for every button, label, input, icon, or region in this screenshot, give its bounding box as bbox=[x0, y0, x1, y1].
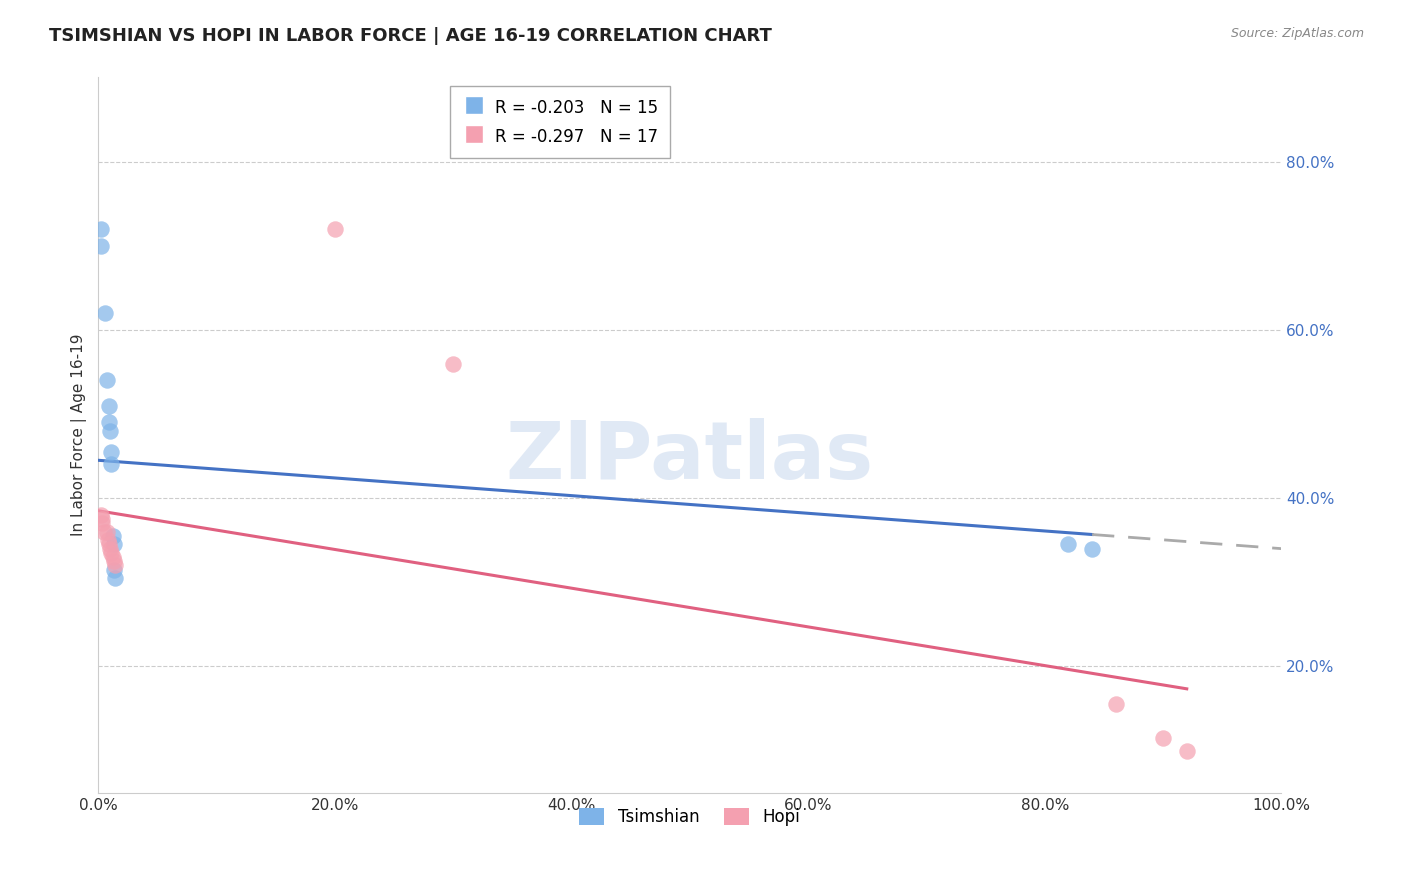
Point bbox=[441, 357, 464, 371]
Point bbox=[101, 529, 124, 543]
Point bbox=[1152, 731, 1174, 745]
Point bbox=[98, 416, 121, 430]
Point bbox=[103, 554, 125, 568]
Point bbox=[104, 571, 127, 585]
Point bbox=[1175, 743, 1198, 757]
Point bbox=[96, 524, 118, 539]
Point bbox=[90, 222, 112, 236]
Text: Source: ZipAtlas.com: Source: ZipAtlas.com bbox=[1230, 27, 1364, 40]
Point bbox=[103, 537, 125, 551]
Point bbox=[1057, 537, 1080, 551]
Point bbox=[98, 399, 121, 413]
Point bbox=[98, 424, 121, 438]
Point bbox=[94, 306, 117, 320]
Point bbox=[101, 550, 124, 565]
Point bbox=[90, 238, 112, 252]
Point bbox=[323, 222, 346, 236]
Point bbox=[90, 512, 112, 526]
Point bbox=[1105, 698, 1128, 712]
Point bbox=[1081, 541, 1104, 556]
Point bbox=[90, 508, 112, 522]
Point bbox=[100, 546, 122, 560]
Text: TSIMSHIAN VS HOPI IN LABOR FORCE | AGE 16-19 CORRELATION CHART: TSIMSHIAN VS HOPI IN LABOR FORCE | AGE 1… bbox=[49, 27, 772, 45]
Point bbox=[100, 458, 122, 472]
Point bbox=[98, 537, 121, 551]
Point bbox=[90, 516, 112, 531]
Legend: Tsimshian, Hopi: Tsimshian, Hopi bbox=[571, 799, 808, 834]
Y-axis label: In Labor Force | Age 16-19: In Labor Force | Age 16-19 bbox=[72, 334, 87, 536]
Point bbox=[103, 563, 125, 577]
Text: ZIPatlas: ZIPatlas bbox=[506, 417, 875, 495]
Point bbox=[100, 445, 122, 459]
Point bbox=[97, 533, 120, 548]
Point bbox=[104, 558, 127, 573]
Point bbox=[93, 524, 115, 539]
Point bbox=[98, 541, 121, 556]
Point bbox=[96, 373, 118, 387]
